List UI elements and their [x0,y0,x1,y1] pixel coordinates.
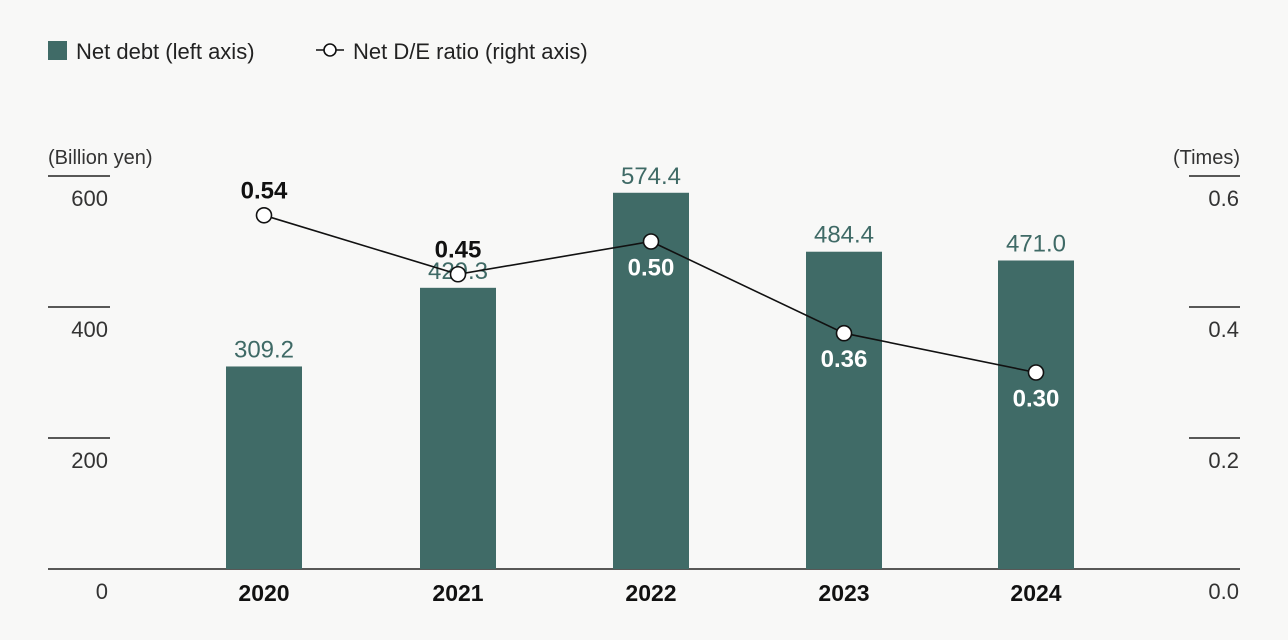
left-tick-label-0: 0 [96,579,108,604]
x-label-2024: 2024 [1010,580,1061,606]
x-label-2021: 2021 [432,580,483,606]
ratio-label-2023: 0.36 [821,346,868,373]
right-axis-unit-label: (Times) [1173,147,1240,169]
ratio-marker-2022 [642,233,660,250]
bar-label-2020: 309.2 [234,336,294,363]
bar-label-2023: 484.4 [814,222,874,249]
x-label-2020: 2020 [238,580,289,606]
legend-bar-swatch [48,41,67,60]
ratio-marker-2021 [449,265,467,283]
legend-line-label: Net D/E ratio (right axis) [353,39,588,64]
right-tick-label-2: 0.4 [1208,317,1239,342]
left-tick-label-2: 400 [71,317,108,342]
ratio-label-2021: 0.45 [435,236,482,263]
legend-marker-swatch [323,43,337,57]
x-axis-labels: 2020 2021 2022 2023 2024 [238,580,1061,606]
bar-2021 [420,287,496,569]
bar-2020 [226,366,302,569]
legend: Net debt (left axis) Net D/E ratio (righ… [48,39,588,64]
ratio-marker-2024 [1027,364,1045,381]
bar-2022 [613,192,689,569]
right-tick-label-0: 0.0 [1208,579,1239,604]
bar-label-2024: 471.0 [1006,230,1066,257]
bar-2023 [806,251,882,569]
ratio-label-2022: 0.50 [628,255,675,282]
ratio-label-2024: 0.30 [1013,386,1060,413]
ratio-marker-2020 [255,207,273,224]
left-tick-label-1: 200 [71,448,108,473]
bars [226,192,1074,569]
x-label-2022: 2022 [625,580,676,606]
x-label-2023: 2023 [818,580,869,606]
left-axis-unit-label: (Billion yen) [48,147,152,169]
right-tick-label-1: 0.2 [1208,448,1239,473]
left-tick-label-3: 600 [71,186,108,211]
ratio-label-2020: 0.54 [241,177,288,204]
ratio-line-layer: 0.54 0.45 0.50 0.36 0.30 [241,177,1060,412]
bar-label-2022: 574.4 [621,163,681,190]
ratio-marker-2023 [835,324,853,342]
bar-2024 [998,260,1074,569]
legend-bar-label: Net debt (left axis) [76,39,255,64]
right-tick-label-3: 0.6 [1208,186,1239,211]
